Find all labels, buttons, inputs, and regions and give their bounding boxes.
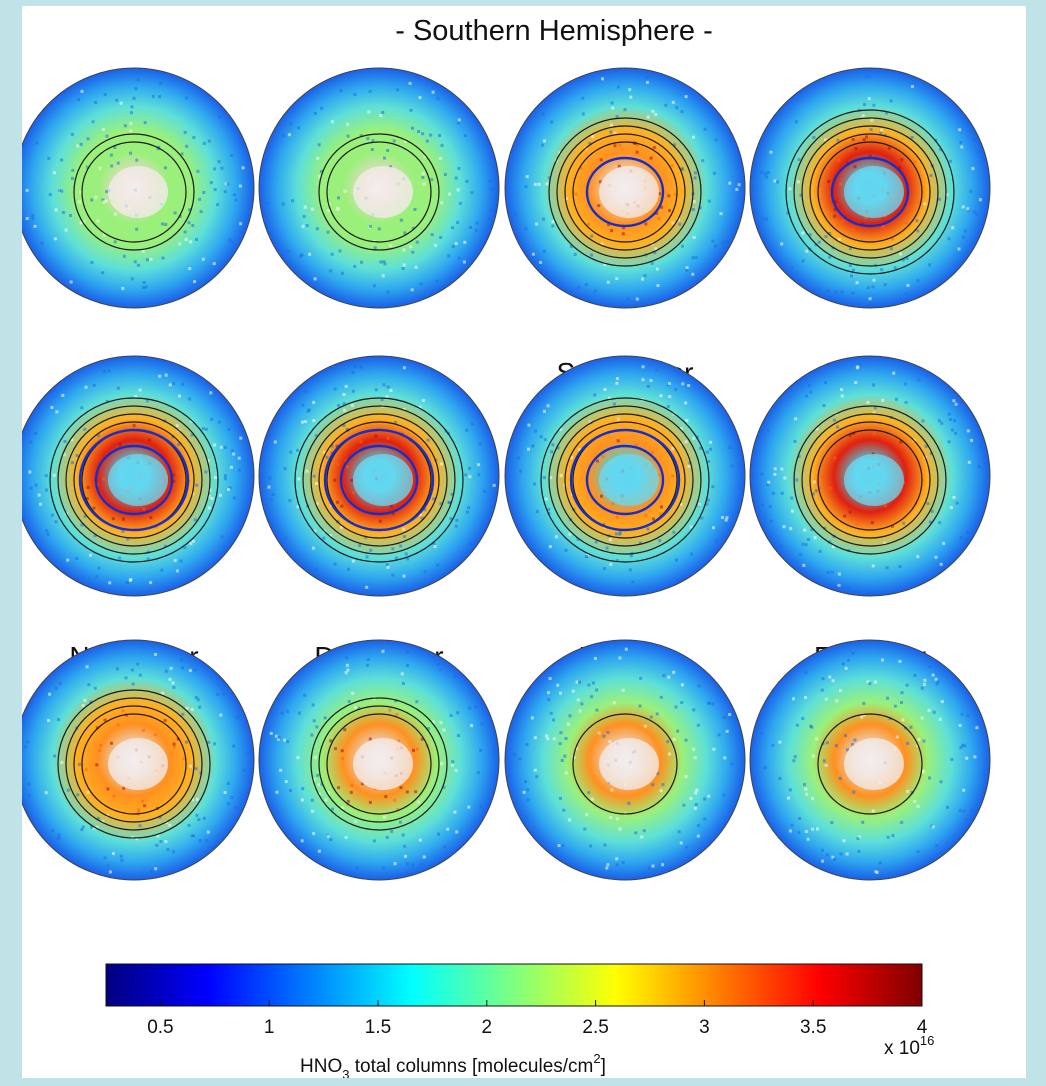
contour-line <box>548 405 702 555</box>
contour-line-blue <box>569 428 681 532</box>
contour-line <box>572 141 678 243</box>
figure-title: - Southern Hemisphere - <box>395 15 713 47</box>
antarctica-region <box>599 166 659 218</box>
contour-line <box>326 141 432 243</box>
map-august: August <box>258 355 500 597</box>
contour-line <box>817 141 923 243</box>
map-september: September <box>504 355 746 597</box>
figure-canvas: - Southern Hemisphere - MarchAprilMayJun… <box>22 15 991 1078</box>
antarctica-region <box>353 454 413 506</box>
colorbar-gradient <box>105 963 923 1007</box>
contour-line <box>81 141 187 243</box>
antarctica-region <box>108 454 168 506</box>
colorbar-label: HNO3 total columns [molecules/cm2] <box>300 1051 606 1078</box>
map-june: June <box>749 67 991 309</box>
contour-line <box>564 421 686 539</box>
contour-line <box>793 117 947 267</box>
contour-line-blue <box>78 428 190 532</box>
contour-line <box>556 413 694 547</box>
contour-line <box>65 697 203 831</box>
contour-line <box>318 421 440 539</box>
contour-line <box>73 705 195 823</box>
contour-line <box>302 405 456 555</box>
antarctica-region <box>844 738 904 790</box>
contour-line <box>73 133 195 251</box>
contour-line-blue <box>323 428 435 532</box>
contour-line <box>801 125 939 259</box>
antarctica-region <box>844 166 904 218</box>
contour-line-blue <box>585 444 665 516</box>
map-july: July <box>22 355 255 597</box>
map-november: November <box>22 639 255 881</box>
colorbar-tick-label: 2.5 <box>582 1017 608 1038</box>
antarctica-region <box>353 166 413 218</box>
colorbar-multiplier: x 1016 <box>884 1033 934 1059</box>
contour-line <box>809 421 931 539</box>
map-december: December <box>258 639 500 881</box>
contour-line <box>318 705 440 823</box>
contour-line <box>73 421 195 539</box>
antarctica-region <box>108 166 168 218</box>
map-may: May <box>504 67 746 309</box>
contour-line <box>57 689 211 839</box>
colorbar: 0.5 1 1.5 2 2.5 3 3.5 4 x 1016 HNO3 total colum… <box>105 963 934 1078</box>
colorbar-tick-label: 1 <box>264 1017 275 1038</box>
contour-line-blue <box>830 156 910 228</box>
contour-line <box>801 413 939 547</box>
contour-line <box>817 429 923 531</box>
figure-panel: - Southern Hemisphere - MarchAprilMayJun… <box>22 6 1026 1078</box>
contour-line <box>817 713 923 815</box>
contour-line <box>57 405 211 555</box>
colorbar-tick-label: 0.5 <box>147 1017 173 1038</box>
map-february: February <box>749 639 991 881</box>
contour-line <box>318 133 440 251</box>
contour-line <box>556 125 694 259</box>
contour-line <box>310 413 448 547</box>
map-march: March <box>22 67 255 309</box>
map-speckle <box>266 81 493 294</box>
contour-line <box>785 109 955 275</box>
map-speckle <box>513 647 734 870</box>
antarctica-region <box>599 454 659 506</box>
colorbar-tick-label: 3.5 <box>800 1017 826 1038</box>
map-october: October <box>749 355 991 597</box>
contour-line <box>65 413 203 547</box>
antarctica-region <box>599 738 659 790</box>
map-january: January <box>504 639 746 881</box>
colorbar-tick-label: 1.5 <box>365 1017 391 1038</box>
contour-line <box>793 405 947 555</box>
contour-line <box>809 133 931 251</box>
contour-line-blue <box>585 156 665 228</box>
contour-line <box>294 397 464 563</box>
maps-grid: MarchAprilMayJune JulyAugustSeptemberOcto… <box>22 67 991 881</box>
colorbar-tick-label: 3 <box>699 1017 710 1038</box>
colorbar-ticks: 0.5 1 1.5 2 2.5 3 3.5 4 <box>147 1000 928 1038</box>
antarctica-region <box>353 738 413 790</box>
contour-line <box>81 713 187 815</box>
contour-line-blue <box>94 444 174 516</box>
contour-line <box>548 117 702 267</box>
contour-line <box>540 397 710 563</box>
contour-line <box>564 133 686 251</box>
contour-line <box>310 697 448 831</box>
antarctica-region <box>108 738 168 790</box>
antarctica-region <box>844 454 904 506</box>
map-april: April <box>258 67 500 309</box>
contour-line <box>326 713 432 815</box>
contour-line-blue <box>339 444 419 516</box>
colorbar-tick-label: 2 <box>482 1017 493 1038</box>
colorbar-tick-label: 4 <box>917 1017 928 1038</box>
contour-line <box>49 397 219 563</box>
contour-line <box>572 713 678 815</box>
